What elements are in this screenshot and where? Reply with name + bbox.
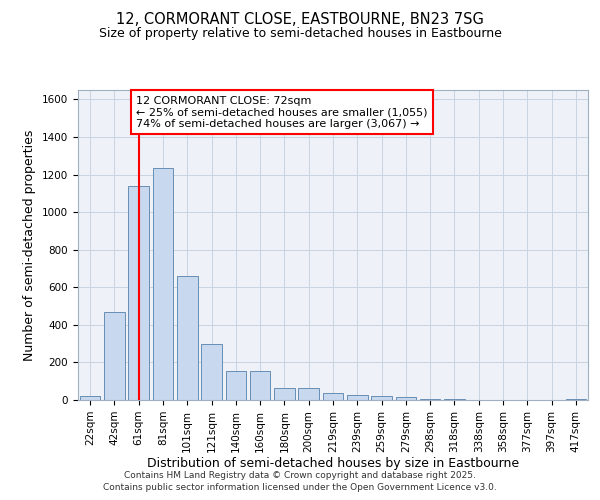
Bar <box>420 398 440 400</box>
X-axis label: Distribution of semi-detached houses by size in Eastbourne: Distribution of semi-detached houses by … <box>147 458 519 470</box>
Bar <box>274 388 295 400</box>
Text: 12, CORMORANT CLOSE, EASTBOURNE, BN23 7SG: 12, CORMORANT CLOSE, EASTBOURNE, BN23 7S… <box>116 12 484 28</box>
Bar <box>128 186 149 400</box>
Bar <box>201 344 222 400</box>
Text: Size of property relative to semi-detached houses in Eastbourne: Size of property relative to semi-detach… <box>98 28 502 40</box>
Bar <box>226 371 246 400</box>
Bar <box>371 396 392 400</box>
Bar <box>395 398 416 400</box>
Bar <box>80 396 100 400</box>
Text: 12 CORMORANT CLOSE: 72sqm
← 25% of semi-detached houses are smaller (1,055)
74% : 12 CORMORANT CLOSE: 72sqm ← 25% of semi-… <box>136 96 428 129</box>
Bar <box>152 168 173 400</box>
Bar <box>566 398 586 400</box>
Bar <box>250 371 271 400</box>
Text: Contains HM Land Registry data © Crown copyright and database right 2025.
Contai: Contains HM Land Registry data © Crown c… <box>103 471 497 492</box>
Bar <box>298 388 319 400</box>
Bar <box>177 276 197 400</box>
Bar <box>347 394 368 400</box>
Y-axis label: Number of semi-detached properties: Number of semi-detached properties <box>23 130 37 360</box>
Bar <box>104 312 125 400</box>
Bar <box>323 393 343 400</box>
